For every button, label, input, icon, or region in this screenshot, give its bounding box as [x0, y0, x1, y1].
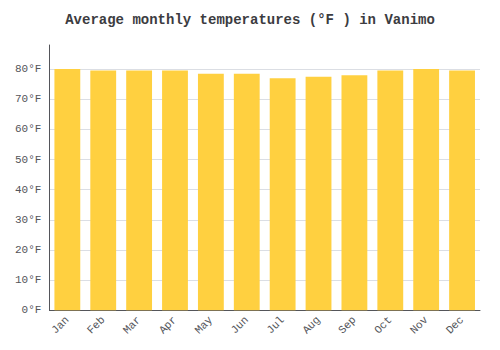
svg-text:Nov: Nov: [408, 314, 431, 337]
svg-text:Apr: Apr: [157, 314, 179, 336]
svg-text:80°F: 80°F: [15, 63, 41, 75]
svg-text:Aug: Aug: [300, 314, 322, 336]
svg-text:40°F: 40°F: [15, 184, 41, 196]
svg-text:10°F: 10°F: [15, 274, 41, 286]
svg-text:Jan: Jan: [49, 314, 71, 336]
svg-text:70°F: 70°F: [15, 93, 41, 105]
svg-text:May: May: [193, 314, 216, 337]
svg-text:Jul: Jul: [264, 314, 286, 336]
svg-text:Average monthly temperatures (: Average monthly temperatures (°F ) in Va…: [65, 12, 435, 28]
svg-text:60°F: 60°F: [15, 123, 41, 135]
svg-text:Mar: Mar: [121, 314, 143, 336]
svg-text:30°F: 30°F: [15, 214, 41, 226]
svg-text:50°F: 50°F: [15, 154, 41, 166]
svg-text:Jun: Jun: [229, 314, 251, 336]
svg-text:Feb: Feb: [85, 314, 107, 336]
svg-text:20°F: 20°F: [15, 244, 41, 256]
svg-text:Sep: Sep: [336, 314, 358, 336]
svg-text:Oct: Oct: [372, 314, 394, 336]
svg-text:Dec: Dec: [444, 314, 466, 336]
svg-text:0°F: 0°F: [22, 304, 42, 316]
